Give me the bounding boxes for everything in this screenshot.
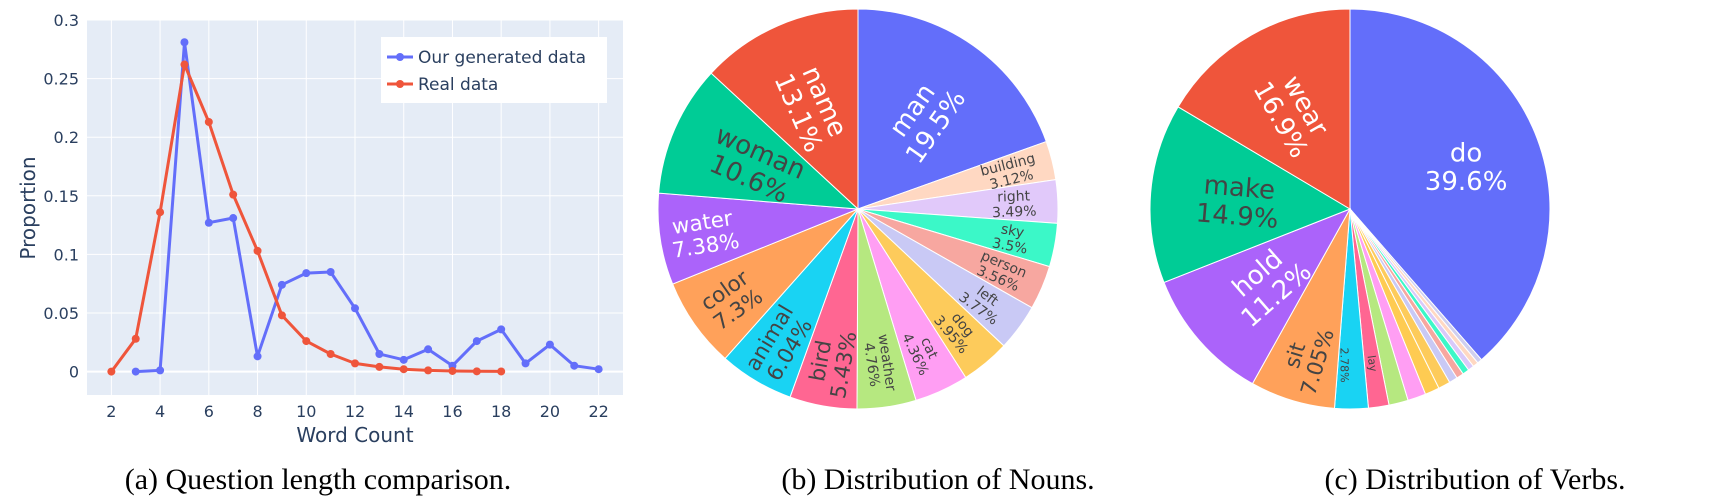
data-point — [156, 366, 165, 375]
data-point — [472, 367, 481, 376]
slice-name: make — [1203, 170, 1277, 206]
data-point — [375, 362, 384, 371]
slice-name: do — [1450, 139, 1482, 169]
caption-c: (c) Distribution of Verbs. — [1324, 463, 1625, 496]
y-tick-label: 0.3 — [54, 11, 79, 30]
data-point — [253, 352, 262, 361]
data-point — [351, 359, 359, 368]
y-axis-label: Proportion — [16, 156, 40, 259]
data-point — [277, 311, 286, 320]
data-point — [156, 208, 165, 217]
verb-pie-chart: do39.6%lay2.78%sit7.05%hold11.2%make14.9… — [1149, 8, 1551, 410]
x-tick-label: 2 — [106, 402, 116, 421]
data-point — [375, 349, 384, 358]
slice-label: 2.78% — [1338, 348, 1351, 383]
x-tick-label: 8 — [252, 402, 262, 421]
x-tick-label: 10 — [296, 402, 316, 421]
series-lines — [107, 38, 603, 376]
tick-labels: 2 4 6 8 10 12 14 16 18 20 22 0 0.05 0.1 0.15 0.2 0.25 0.3 — [43, 11, 608, 421]
x-tick-label: 12 — [345, 402, 365, 421]
pie-slice — [1177, 8, 1351, 210]
data-point — [594, 365, 603, 374]
caption-a: (a) Question length comparison. — [125, 463, 512, 496]
pie-slice — [1163, 208, 1352, 385]
legend-marker-real — [396, 80, 404, 88]
data-point — [277, 280, 286, 289]
data-point — [204, 218, 213, 227]
pie-slice — [658, 72, 860, 210]
y-tick-label: 0 — [69, 363, 79, 382]
x-tick-label: 22 — [588, 402, 608, 421]
slice-percent: 14.9% — [1195, 198, 1280, 235]
data-point — [131, 367, 140, 376]
data-point — [497, 325, 506, 334]
slice-label: lay — [1365, 354, 1380, 372]
series-line-0 — [135, 40, 599, 374]
legend-box — [381, 37, 607, 103]
slice-name: lay — [1365, 354, 1380, 372]
data-point — [399, 365, 408, 374]
data-point — [545, 340, 554, 349]
legend: Our generated data Real data — [381, 37, 607, 103]
x-tick-label: 18 — [491, 402, 511, 421]
data-point — [448, 366, 457, 375]
y-tick-label: 0.15 — [43, 187, 79, 206]
x-tick-label: 14 — [394, 402, 414, 421]
data-point — [399, 355, 408, 364]
x-tick-label: 16 — [442, 402, 462, 421]
y-tick-label: 0.25 — [43, 70, 79, 89]
pie-slice — [1349, 8, 1551, 361]
legend-label-real: Real data — [418, 75, 498, 95]
legend-label-generated: Our generated data — [418, 48, 586, 68]
data-point — [204, 117, 213, 126]
slice-percent: 39.6% — [1425, 167, 1508, 197]
slice-percent: 2.78% — [1338, 348, 1351, 383]
data-point — [253, 246, 262, 255]
data-point — [131, 334, 140, 343]
data-point — [521, 359, 530, 368]
data-point — [326, 349, 335, 358]
data-point — [472, 337, 481, 346]
x-tick-label: 20 — [540, 402, 560, 421]
legend-marker-generated — [396, 53, 404, 61]
data-point — [180, 60, 189, 69]
data-point — [107, 367, 116, 376]
y-tick-label: 0.1 — [54, 245, 79, 264]
data-point — [424, 366, 433, 375]
slice-percent: 3.5% — [991, 235, 1029, 257]
x-tick-label: 6 — [204, 402, 214, 421]
slice-percent: 3.49% — [992, 204, 1037, 222]
x-tick-label: 4 — [155, 402, 165, 421]
data-point — [302, 337, 311, 346]
slice-name: sky — [1000, 221, 1026, 241]
pie-slice — [710, 8, 859, 211]
x-axis-label: Word Count — [296, 423, 413, 447]
slice-percent: 4.76% — [860, 342, 882, 388]
slice-name: right — [997, 188, 1031, 205]
pie-slice — [857, 8, 1047, 210]
y-tick-label: 0.2 — [54, 128, 79, 147]
data-point — [180, 38, 189, 47]
data-point — [326, 267, 335, 276]
data-point — [351, 304, 359, 313]
pie-slice — [1149, 106, 1352, 284]
data-point — [497, 367, 506, 376]
data-point — [229, 190, 238, 199]
caption-b: (b) Distribution of Nouns. — [781, 463, 1094, 496]
y-tick-label: 0.05 — [43, 304, 79, 323]
data-point — [570, 361, 579, 370]
data-point — [424, 345, 433, 354]
data-point — [302, 269, 311, 278]
data-point — [229, 214, 238, 223]
line-chart-panel: 2 4 6 8 10 12 14 16 18 20 22 0 0.05 0.1 0.15 0.2 0.25 0.3… — [16, 11, 623, 447]
